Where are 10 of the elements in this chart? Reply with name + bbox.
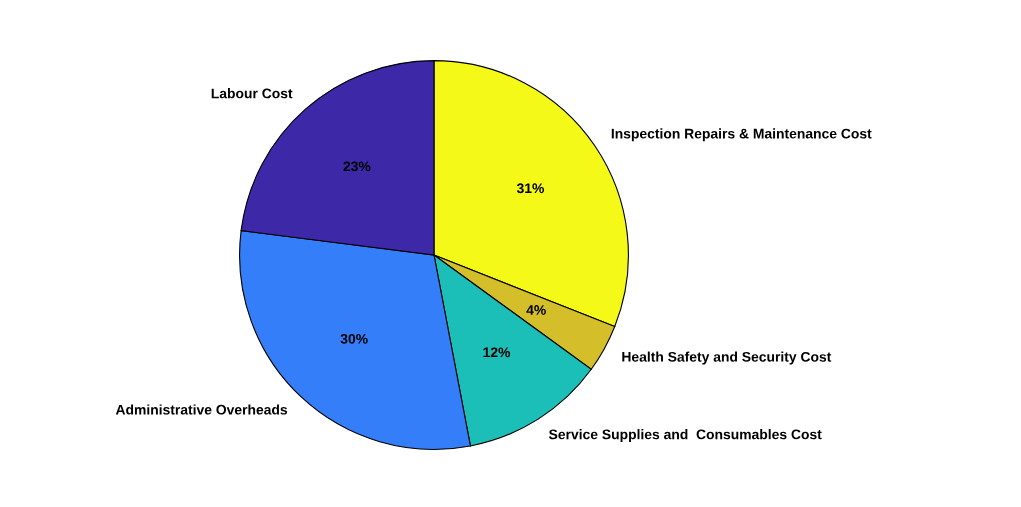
data-label: 31% bbox=[516, 183, 544, 194]
slice-label: Inspection Repairs & Maintenance Cost bbox=[611, 128, 872, 142]
slice-label: Administrative Overheads bbox=[115, 404, 288, 415]
data-label: 23% bbox=[343, 161, 371, 172]
data-label: 12% bbox=[483, 347, 511, 358]
data-label: 4% bbox=[526, 305, 546, 315]
slice-label: Health Safety and Security Cost bbox=[622, 351, 832, 365]
slice-label: Service Supplies and Consumables Cost bbox=[548, 429, 822, 443]
slice-label: Labour Cost bbox=[211, 88, 293, 99]
data-label: 30% bbox=[340, 333, 368, 344]
